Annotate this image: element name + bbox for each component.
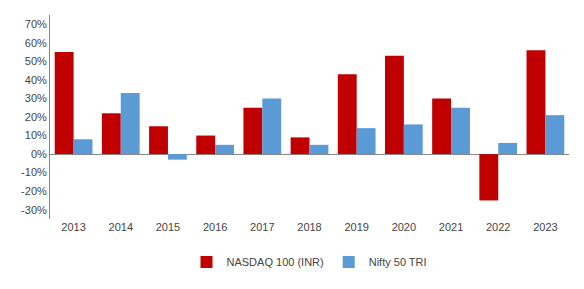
svg-text:-20%: -20% <box>21 185 47 197</box>
svg-text:10%: 10% <box>25 129 47 141</box>
svg-text:2022: 2022 <box>486 221 510 233</box>
svg-text:60%: 60% <box>25 37 47 49</box>
svg-text:-30%: -30% <box>21 204 47 216</box>
svg-text:-10%: -10% <box>21 166 47 178</box>
svg-text:2014: 2014 <box>109 221 133 233</box>
svg-text:70%: 70% <box>25 18 47 30</box>
svg-text:2019: 2019 <box>344 221 368 233</box>
svg-text:0%: 0% <box>31 148 47 160</box>
svg-text:2020: 2020 <box>392 221 416 233</box>
svg-text:50%: 50% <box>25 55 47 67</box>
svg-text:40%: 40% <box>25 74 47 86</box>
svg-text:Nifty 50 TRI: Nifty 50 TRI <box>369 256 427 268</box>
svg-text:2016: 2016 <box>203 221 227 233</box>
svg-text:2021: 2021 <box>439 221 463 233</box>
svg-text:2015: 2015 <box>156 221 180 233</box>
svg-text:NASDAQ 100 (INR): NASDAQ 100 (INR) <box>227 256 324 268</box>
svg-text:2013: 2013 <box>61 221 85 233</box>
svg-text:2018: 2018 <box>297 221 321 233</box>
svg-text:2023: 2023 <box>533 221 557 233</box>
svg-text:30%: 30% <box>25 92 47 104</box>
svg-text:20%: 20% <box>25 111 47 123</box>
svg-text:2017: 2017 <box>250 221 274 233</box>
